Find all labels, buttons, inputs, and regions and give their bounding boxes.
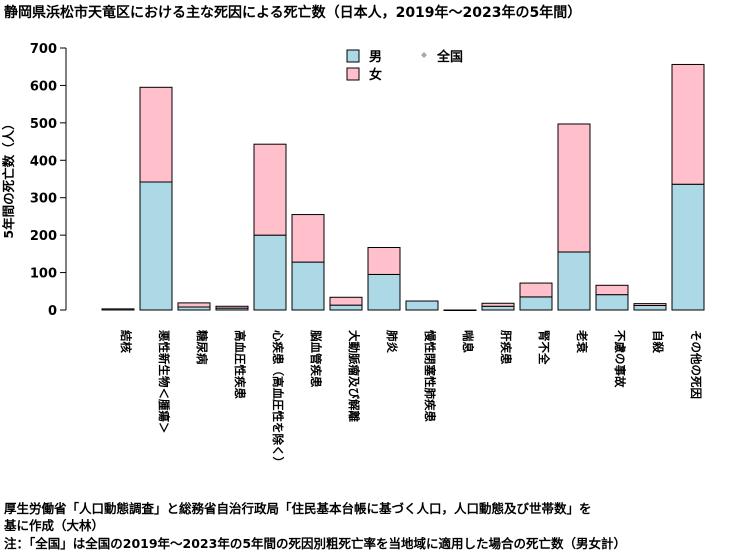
bar-male: [253, 234, 287, 311]
bar-female: [481, 302, 515, 307]
y-tick-label: 600: [30, 79, 57, 94]
x-category-label: 糖尿病: [195, 330, 209, 365]
legend-swatch-male: [346, 49, 360, 63]
y-tick-label: 700: [30, 42, 57, 57]
x-category-label: 脳血管疾患: [309, 330, 323, 388]
legend-label-female: 女: [369, 67, 382, 83]
x-category-label: 老衰: [575, 329, 589, 353]
category-labels: 結核 悪性新生物＜腫瘍＞ 糖尿病 高血圧性疾患 心疾患（高血圧性を除く） 脳血管疾患 大動脈…: [119, 329, 703, 468]
bar-male: [101, 308, 135, 311]
bar-female: [177, 302, 211, 308]
bar-male: [633, 305, 667, 311]
x-category-label: 不慮の事故: [613, 330, 627, 388]
bar-female: [633, 303, 667, 307]
bars-group: [101, 63, 705, 311]
x-category-label: 大動脈瘤及び解離: [347, 330, 361, 422]
bar-male: [329, 304, 363, 311]
legend-label-male: 男: [369, 50, 382, 65]
footnote-note: 注：「全国」は全国の2019年～2023年の5年間の死因別粗死亡率を当地域に適用…: [4, 536, 627, 551]
x-category-label: 結核: [119, 330, 133, 353]
x-category-label: 慢性閉塞性肺疾患: [423, 330, 437, 422]
footnote-source-line-1: 厚生労働省「人口動態調査」と総務省自治行政局「住民基本台帳に基づく人口，人口動態…: [4, 501, 592, 516]
y-tick-label: 300: [30, 192, 57, 207]
bar-male: [671, 183, 705, 311]
y-tick-label: 200: [30, 229, 57, 244]
bar-female: [557, 123, 591, 253]
x-category-label: 心疾患（高血圧性を除く）: [271, 330, 285, 468]
y-tick-label: 0: [48, 304, 57, 319]
footnote-source-line-2: 基に作成（大林）: [4, 518, 105, 533]
bar-male: [139, 181, 173, 311]
bar-male: [557, 251, 591, 311]
y-axis: 0 100 200 300 400 500 600 700: [30, 42, 67, 319]
x-category-label: 肝疾患: [499, 330, 513, 365]
bar-female: [139, 86, 173, 183]
bar-female: [291, 214, 325, 263]
bar-female: [329, 296, 363, 306]
bar-female: [367, 246, 401, 275]
bar-female: [519, 282, 553, 298]
y-tick-label: 500: [30, 117, 57, 132]
bar-female: [671, 63, 705, 185]
legend-marker-national-icon: [421, 52, 427, 58]
x-category-label: 悪性新生物＜腫瘍＞: [157, 330, 171, 434]
x-category-label: 高血圧性疾患: [233, 330, 247, 399]
x-category-label: 自殺: [651, 330, 665, 353]
bar-male: [291, 261, 325, 311]
x-category-label: 肺炎: [385, 330, 399, 353]
x-category-label: 腎不全: [537, 330, 551, 365]
chart-title: 静岡県浜松市天竜区における主な死因による死亡数（日本人，2019年～2023年の…: [4, 5, 582, 21]
y-axis-label: 5年間の死亡数（人）: [1, 117, 16, 238]
legend-label-national: 全国: [436, 49, 463, 65]
bar-male: [481, 305, 515, 311]
bar-male: [443, 309, 477, 311]
bar-male: [595, 294, 629, 311]
bar-male: [405, 300, 439, 311]
legend-swatch-female: [346, 67, 360, 81]
legend: 男 女 全国: [346, 49, 463, 83]
bar-male: [519, 296, 553, 311]
y-tick-label: 100: [30, 267, 57, 282]
bar-female: [595, 284, 629, 296]
x-category-label: 喘息: [461, 330, 475, 353]
y-tick-label: 400: [30, 154, 57, 169]
x-category-label: その他の死因: [689, 330, 703, 399]
bar-female: [253, 143, 287, 236]
bar-male: [367, 273, 401, 311]
bar-female: [215, 305, 249, 309]
